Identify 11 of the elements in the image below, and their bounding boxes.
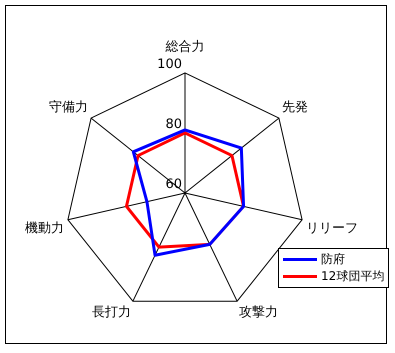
spoke-label: 総合力 xyxy=(164,39,204,54)
y-tick-label: 100 xyxy=(157,56,182,72)
spoke-label: リリーフ xyxy=(306,220,358,236)
spoke-label: 攻撃力 xyxy=(238,304,278,320)
spoke-label: 機動力 xyxy=(25,220,64,236)
y-tick-label: 80 xyxy=(165,116,182,132)
legend-label: 12球団平均 xyxy=(321,268,384,285)
spoke-label: 守備力 xyxy=(48,100,88,116)
spoke-label: 先発 xyxy=(282,100,308,116)
legend-label: 防府 xyxy=(321,251,345,268)
spoke-label: 長打力 xyxy=(92,304,132,320)
